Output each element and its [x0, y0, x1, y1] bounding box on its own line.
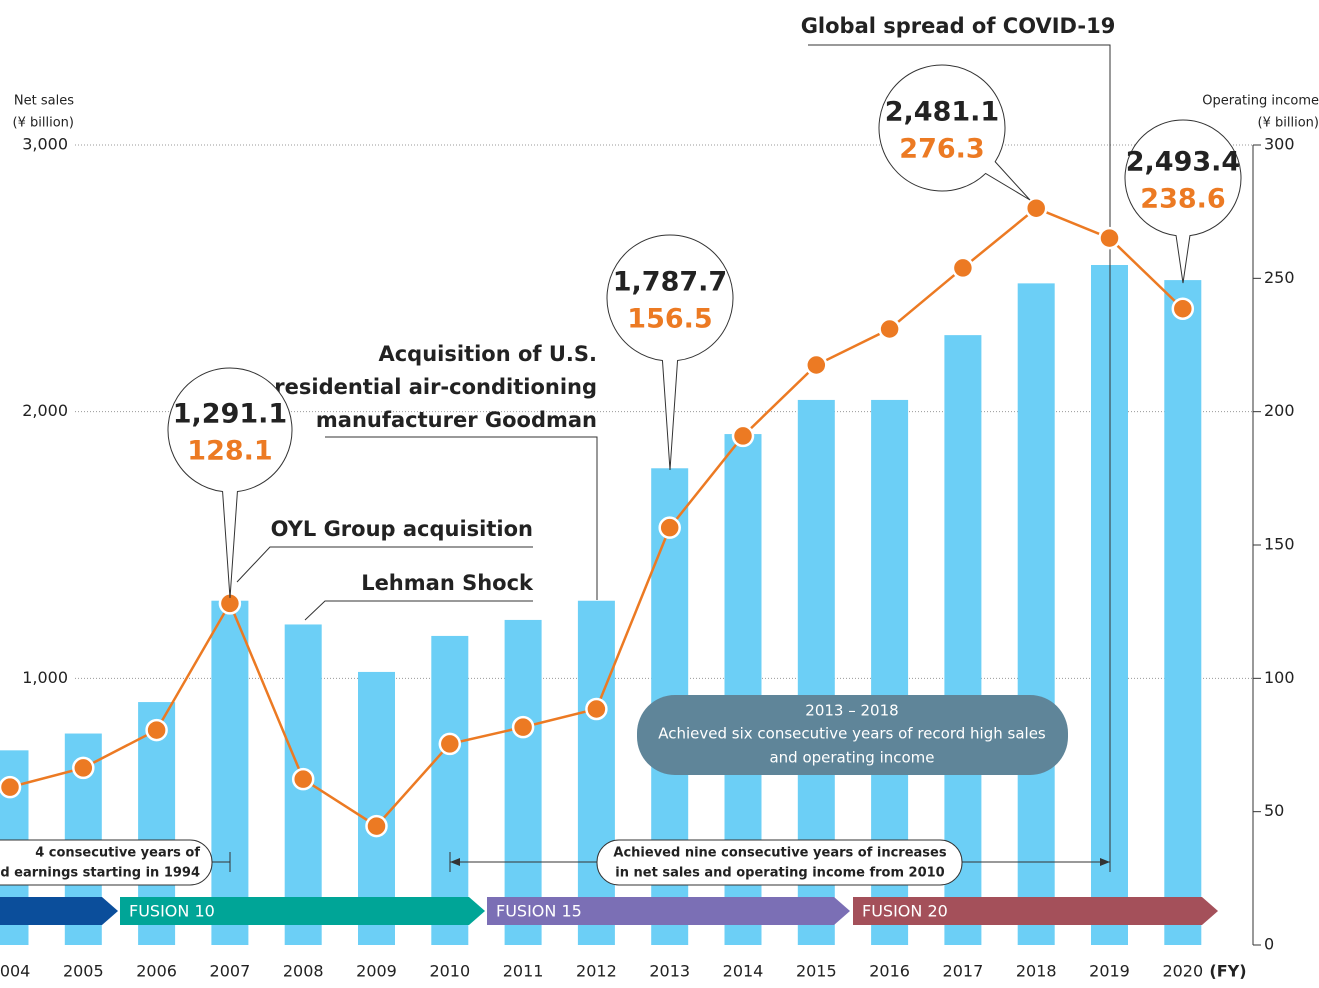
marker: [585, 697, 608, 721]
y2-axis-label: (¥ billion): [1258, 116, 1319, 131]
event-leader: [236, 546, 533, 583]
phase-arrow: [853, 897, 1218, 925]
arrowhead: [450, 858, 460, 866]
x-tick-label: 2018: [1016, 962, 1057, 981]
x-tick-label: 2014: [723, 962, 764, 981]
y2-tick-label: 0: [1264, 935, 1274, 954]
bar: [431, 635, 469, 945]
callout: [878, 64, 1031, 201]
y-axis-label: Net sales: [14, 94, 74, 109]
phase-label: FUSION 15: [496, 902, 582, 921]
x-tick-label: 2010: [429, 962, 470, 981]
x-tick-label: 2008: [283, 962, 324, 981]
y2-tick-label: 200: [1264, 401, 1295, 420]
bar: [504, 619, 542, 945]
banner-period: 2013 – 2018: [805, 702, 898, 720]
phase-label: FUSION 10: [129, 902, 215, 921]
bar: [1017, 283, 1055, 946]
marker: [511, 715, 535, 739]
event-label: OYL Group acquisition: [271, 517, 533, 541]
x-tick-label: 2016: [869, 962, 910, 981]
callout: [167, 367, 293, 599]
event-label: manufacturer Goodman: [316, 408, 597, 432]
callout-income: 238.6: [1140, 184, 1225, 215]
callout: [606, 234, 734, 471]
callout-sales: 2,481.1: [885, 97, 999, 128]
x-tick-label: 2012: [576, 962, 617, 981]
event-leader: [304, 600, 533, 621]
x-tick-label: 2006: [136, 962, 177, 981]
callout-sales: 1,787.7: [613, 267, 727, 298]
marker: [365, 814, 388, 838]
callout-sales: 2,493.4: [1126, 147, 1240, 178]
y-tick-label: 3,000: [22, 135, 68, 154]
marker: [805, 353, 828, 377]
callout-sales: 1,291.1: [173, 399, 287, 430]
x-tick-label: 2013: [649, 962, 690, 981]
marker: [1024, 196, 1048, 220]
marker: [0, 775, 22, 799]
range-text: in net sales and operating income from 2…: [615, 866, 944, 881]
marker: [1171, 297, 1195, 320]
x-tick-label: 2005: [63, 962, 104, 981]
y-axis-label: (¥ billion): [13, 116, 74, 131]
phase-arrow: [487, 897, 850, 925]
marker: [658, 516, 681, 539]
arrowhead: [1100, 858, 1110, 866]
banner: [637, 695, 1068, 775]
marker: [438, 732, 462, 756]
phase-arrow: [0, 897, 118, 925]
x-tick-label: 2007: [210, 962, 251, 981]
x-tick-label: 2011: [503, 962, 544, 981]
y-tick-label: 1,000: [22, 668, 68, 687]
y-tick-label: 2,000: [22, 401, 68, 420]
y2-tick-label: 300: [1264, 135, 1295, 154]
banner-text: and operating income: [769, 749, 934, 767]
y2-tick-label: 50: [1264, 801, 1284, 820]
callout: [1124, 119, 1242, 284]
range-text: Achieved nine consecutive years of incre…: [613, 846, 946, 861]
banner-text: Achieved six consecutive years of record…: [658, 725, 1046, 743]
y2-tick-label: 100: [1264, 668, 1295, 687]
y2-tick-label: 250: [1264, 268, 1295, 287]
event-label: Global spread of COVID-19: [801, 14, 1116, 38]
event-label: Lehman Shock: [361, 571, 534, 595]
marker: [72, 756, 95, 780]
marker: [291, 767, 315, 791]
marker: [731, 424, 755, 448]
bar: [1164, 280, 1202, 945]
marker: [878, 317, 901, 341]
callout-income: 156.5: [627, 304, 712, 335]
x-tick-label: 2009: [356, 962, 397, 981]
bar: [211, 600, 249, 945]
x-tick-label: 2004: [0, 962, 30, 981]
callout-income: 276.3: [899, 134, 984, 165]
x-tick-label: 2017: [943, 962, 984, 981]
event-leader: [325, 436, 598, 600]
event-label: Acquisition of U.S.: [378, 342, 597, 366]
phase-arrow: [120, 897, 485, 925]
callout-income: 128.1: [187, 436, 272, 467]
y2-tick-label: 150: [1264, 535, 1295, 554]
event-leader: [808, 44, 1111, 852]
marker: [951, 256, 975, 280]
x-tick-label: 2019: [1089, 962, 1130, 981]
y2-axis-label: Operating income: [1202, 94, 1319, 109]
event-label: residential air-conditioning: [274, 375, 597, 399]
x-tick-label: 2020: [1162, 962, 1203, 981]
range-box: [596, 839, 963, 886]
bar: [577, 600, 615, 945]
range-text: 4 consecutive years of: [35, 846, 200, 861]
phase-label: FUSION 20: [862, 902, 948, 921]
marker: [145, 718, 168, 742]
x-tick-label: 2015: [796, 962, 837, 981]
x-unit: (FY): [1209, 962, 1246, 981]
range-text: ed earnings starting in 1994: [0, 866, 200, 881]
marker: [1098, 226, 1121, 250]
